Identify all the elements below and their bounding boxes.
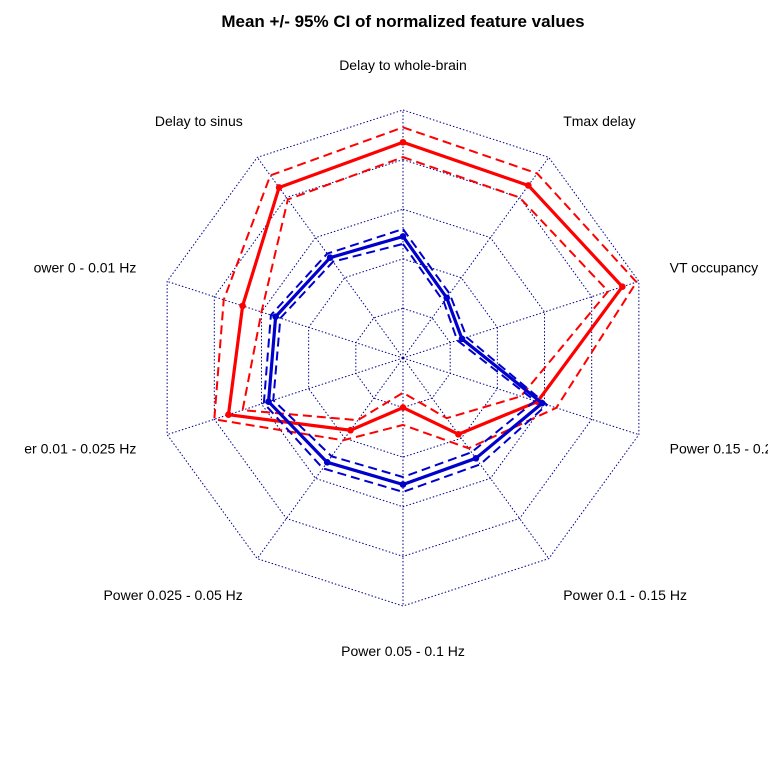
axis-labels: Delay to whole-brain Tmax delay VT occupan… [24, 57, 768, 659]
series-2-point-6 [399, 481, 407, 488]
series-1-point-6 [399, 404, 407, 411]
axis-label-6: Power 0.05 - 0.1 Hz [341, 643, 465, 659]
grid-spoke-9 [166, 280, 404, 359]
series-1-point-2 [525, 182, 532, 189]
grid-ring-2 [308, 258, 498, 458]
series-1-point-3 [619, 283, 626, 291]
axis-label-8: er 0.01 - 0.025 Hz [24, 441, 136, 457]
series-1-point-7 [347, 426, 354, 434]
series-2 [262, 227, 549, 493]
axis-label-2: Tmax delay [563, 113, 635, 129]
series-2-point-9 [272, 313, 279, 320]
series-2-point-5 [472, 455, 480, 462]
grid-spoke-7 [256, 357, 404, 559]
grid-ring-4 [213, 159, 593, 557]
grid-spoke-4 [402, 357, 640, 436]
series-2-point-1 [399, 233, 407, 240]
grid-ring-3 [260, 208, 546, 508]
series-1-point-9 [239, 302, 246, 310]
series-2-point-8 [265, 398, 272, 405]
grid-spoke-3 [402, 280, 640, 359]
grid-spoke-8 [166, 357, 404, 436]
series-1-point-8 [225, 411, 232, 419]
series-1-point-10 [275, 184, 283, 191]
radar-series [213, 126, 638, 493]
series-2-point-4 [538, 399, 546, 407]
series-2-point-2 [443, 294, 451, 302]
axis-label-3: VT occupancy [670, 259, 758, 275]
series-1-upper-ci [213, 126, 638, 450]
series-2-point-10 [326, 254, 334, 261]
series-1-point-1 [399, 138, 407, 146]
axis-label-5: Power 0.1 - 0.15 Hz [563, 587, 687, 603]
axis-label-9: ower 0 - 0.01 Hz [34, 259, 137, 275]
axis-label-1: Delay to whole-brain [339, 57, 467, 73]
axis-label-4: Power 0.15 - 0.2 [670, 441, 768, 457]
series-2-point-3 [458, 335, 466, 343]
series-2-lower-ci [272, 242, 537, 479]
axis-label-7: Power 0.025 - 0.05 Hz [103, 587, 242, 603]
series-1-mean-line [226, 140, 624, 436]
axis-label-10: Delay to sinus [155, 113, 243, 129]
series-2-upper-ci [262, 227, 549, 493]
chart-title: Mean +/- 95% CI of normalized feature va… [221, 12, 584, 31]
radar-grid [166, 109, 640, 607]
series-2-point-7 [323, 459, 331, 466]
grid-spoke-2 [402, 157, 550, 359]
series-1-point-5 [455, 430, 462, 438]
series-1 [213, 126, 638, 450]
